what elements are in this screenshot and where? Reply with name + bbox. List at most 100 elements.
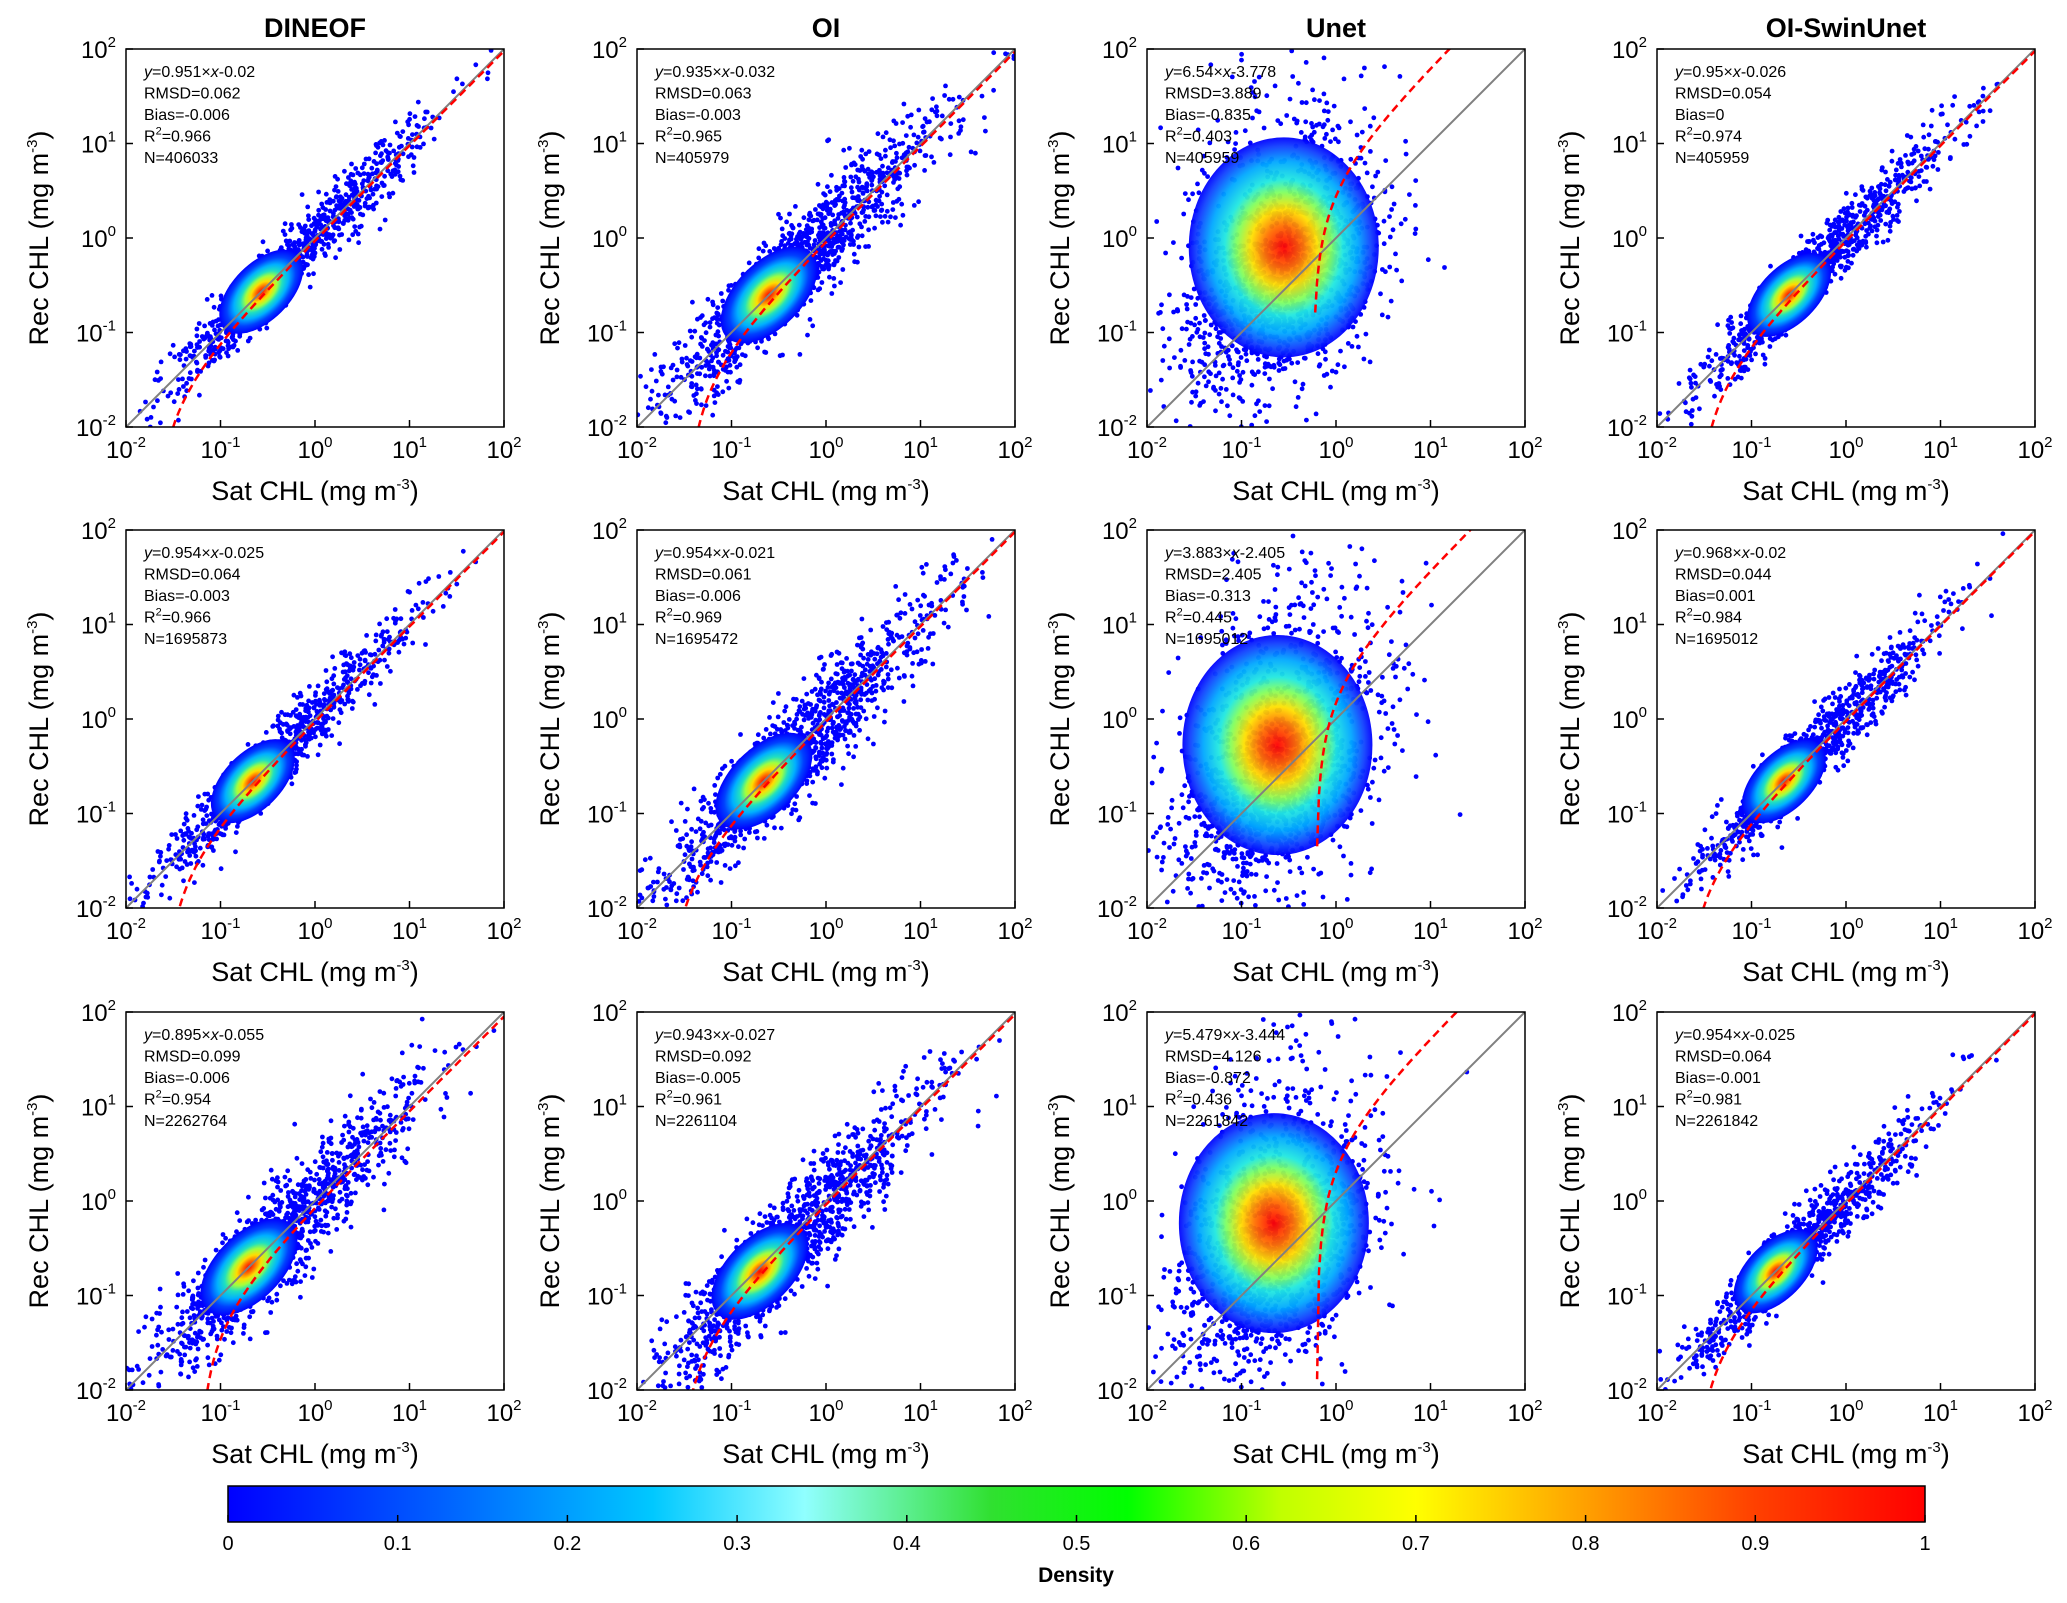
y-tick-label: 102 — [81, 515, 116, 545]
x-tick-label: 102 — [997, 434, 1032, 464]
x-tick-label: 10-2 — [106, 434, 146, 464]
y-tick-label: 10-2 — [587, 893, 627, 923]
stat-line: y=0.95×x-0.026 — [1674, 64, 1786, 81]
stat-line: Bias=0 — [1675, 107, 1724, 124]
y-tick-label: 100 — [592, 704, 627, 734]
stat-line: R2=0.965 — [655, 126, 722, 146]
stat-line: N=2262764 — [144, 1113, 227, 1130]
colorbar-tick-label: 0.1 — [384, 1533, 412, 1555]
x-axis-label: Sat CHL (mg m-3) — [722, 957, 929, 987]
y-tick-label: 100 — [1612, 1186, 1647, 1216]
x-tick-label: 100 — [1318, 1397, 1353, 1427]
x-tick-label: 10-2 — [1637, 434, 1677, 464]
x-tick-label: 101 — [1923, 434, 1958, 464]
x-tick-label: 10-2 — [617, 1397, 657, 1427]
colorbar-tick-label: 0.3 — [723, 1533, 751, 1555]
fit-line — [171, 50, 504, 427]
stat-line: y=0.954×x-0.025 — [1674, 1027, 1795, 1044]
x-tick-label: 101 — [903, 1397, 938, 1427]
x-tick-label: 10-2 — [617, 915, 657, 945]
x-tick-label: 102 — [486, 434, 521, 464]
stats-annotation: y=3.883×x-2.405 RMSD=2.405 Bias=-0.313 R2=0… — [1164, 545, 1285, 648]
x-axis-label: Sat CHL (mg m-3) — [1742, 1439, 1949, 1469]
y-tick-label: 102 — [1612, 515, 1647, 545]
stat-line: y=6.54×x-3.778 — [1164, 64, 1276, 81]
y-tick-label: 10-1 — [587, 318, 627, 348]
density-core — [1188, 137, 1379, 358]
stat-line: RMSD=0.062 — [144, 86, 241, 103]
y-tick-label: 101 — [1102, 129, 1137, 159]
x-tick-label: 101 — [903, 434, 938, 464]
x-tick-label: 10-2 — [106, 1397, 146, 1427]
y-tick-label: 102 — [592, 515, 627, 545]
identity-line — [1147, 49, 1525, 427]
stat-line: R2=0.445 — [1165, 607, 1232, 627]
x-tick-label: 10-1 — [711, 1397, 751, 1427]
identity-line — [1657, 49, 2035, 427]
stats-annotation: y=0.935×x-0.032 RMSD=0.063 Bias=-0.003 R2=0… — [654, 64, 775, 167]
y-axis-label: Rec CHL (mg m-3) — [535, 612, 565, 827]
x-tick-label: 102 — [1507, 1397, 1542, 1427]
colorbar-tick-label: 1 — [1919, 1533, 1930, 1555]
x-axis-label: Sat CHL (mg m-3) — [1232, 476, 1439, 506]
y-tick-label: 101 — [592, 129, 627, 159]
colorbar-tick-label: 0.2 — [553, 1533, 581, 1555]
y-axis-label: Rec CHL (mg m-3) — [1555, 1094, 1585, 1309]
stat-line: Bias=-0.005 — [655, 1070, 741, 1087]
y-tick-label: 100 — [1102, 223, 1137, 253]
column-title: Unet — [1306, 13, 1366, 43]
fit-line — [206, 1015, 504, 1390]
x-tick-label: 102 — [1507, 434, 1542, 464]
density-core — [711, 1222, 809, 1320]
stat-line: Bias=-0.006 — [144, 1070, 230, 1087]
stat-line: Bias=-0.872 — [1165, 1070, 1251, 1087]
y-tick-label: 102 — [81, 34, 116, 64]
stats-annotation: y=5.479×x-3.444 RMSD=4.126 Bias=-0.872 R2=0… — [1164, 1027, 1285, 1130]
y-tick-label: 101 — [592, 1092, 627, 1122]
y-tick-label: 101 — [1612, 129, 1647, 159]
x-tick-label: 10-2 — [1127, 915, 1167, 945]
stat-line: N=2261842 — [1675, 1113, 1758, 1130]
fit-line — [1313, 49, 1452, 313]
stat-line: y=0.954×x-0.025 — [143, 545, 264, 562]
x-tick-label: 10-1 — [711, 915, 751, 945]
stats-annotation: y=0.895×x-0.055 RMSD=0.099 Bias=-0.006 R2=0… — [143, 1027, 264, 1130]
stat-line: y=0.895×x-0.055 — [143, 1027, 264, 1044]
stat-line: Bias=-0.006 — [144, 107, 230, 124]
y-tick-label: 102 — [1102, 997, 1137, 1027]
x-tick-label: 100 — [1828, 434, 1863, 464]
x-tick-label: 100 — [1828, 915, 1863, 945]
plot-area — [637, 49, 1015, 427]
fit-line — [178, 531, 504, 908]
fit-line — [1709, 1013, 2035, 1390]
colorbar-tick-label: 0.7 — [1402, 1533, 1430, 1555]
stat-line: N=405979 — [655, 150, 729, 167]
stat-line: R2=0.961 — [655, 1089, 722, 1109]
y-tick-label: 100 — [1612, 223, 1647, 253]
colorbar-tick-label: 0.5 — [1063, 1533, 1091, 1555]
column-title: OI-SwinUnet — [1766, 13, 1927, 43]
x-tick-label: 10-2 — [1637, 915, 1677, 945]
plot-area — [1657, 530, 2035, 908]
identity-line — [1147, 1012, 1525, 1390]
stats-annotation: y=0.954×x-0.021 RMSD=0.061 Bias=-0.006 R2=0… — [654, 545, 775, 648]
plot-area — [1147, 1012, 1525, 1390]
y-tick-label: 10-1 — [76, 799, 116, 829]
stat-line: Bias=-0.003 — [655, 107, 741, 124]
x-tick-label: 100 — [1828, 1397, 1863, 1427]
stat-line: N=1695472 — [655, 631, 738, 648]
plot-area — [126, 1012, 504, 1390]
fit-line — [684, 531, 1015, 908]
stat-line: RMSD=0.092 — [655, 1049, 752, 1066]
x-tick-label: 10-2 — [1127, 1397, 1167, 1427]
stats-annotation: y=0.95×x-0.026 RMSD=0.054 Bias=0 R2=0.974 N=… — [1674, 64, 1786, 167]
plot-area — [1657, 1012, 2035, 1390]
y-axis-label: Rec CHL (mg m-3) — [1045, 1094, 1075, 1309]
x-tick-label: 10-1 — [200, 915, 240, 945]
column-title: OI — [812, 13, 841, 43]
